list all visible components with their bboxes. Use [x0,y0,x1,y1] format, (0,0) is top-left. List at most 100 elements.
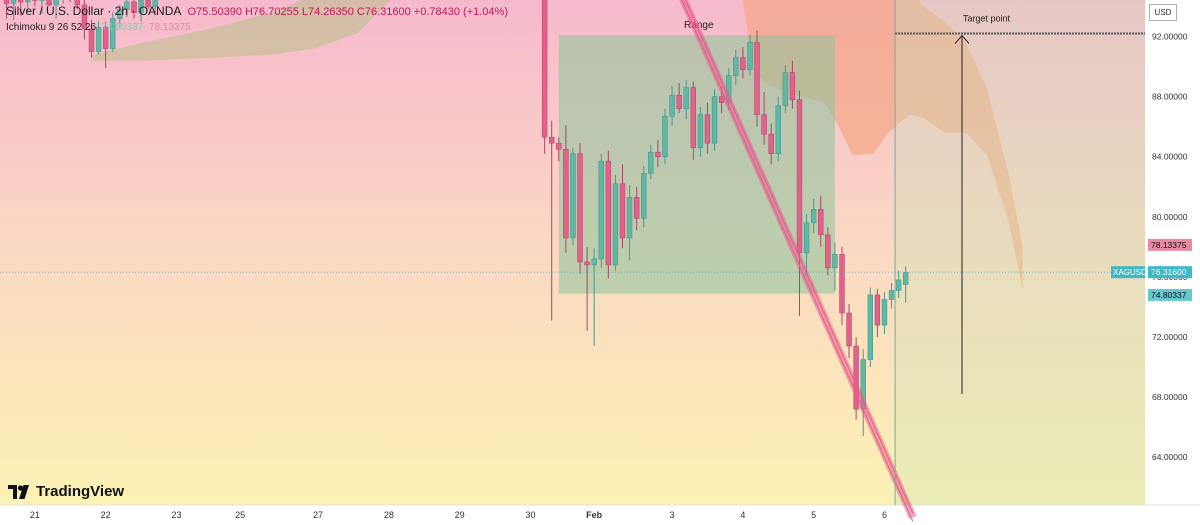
candle[interactable] [662,108,668,165]
symbol-title[interactable]: Silver / U.S. Dollar · 2h · OANDA [6,4,182,18]
time-tick-label: Feb [586,510,603,520]
candle-body [124,1,130,10]
candle[interactable] [563,125,569,253]
indicator-name[interactable]: Ichimoku 9 26 52 26 [6,22,97,33]
price-label-value: 74.80337 [1151,290,1187,300]
candle-body [704,114,711,144]
candle[interactable] [138,0,144,22]
candle[interactable] [612,174,619,271]
time-tick-label: 29 [455,510,465,520]
candle[interactable] [124,0,130,17]
candle[interactable] [570,147,576,246]
candle[interactable] [88,19,95,58]
candle[interactable] [775,96,781,162]
candle[interactable] [39,0,45,14]
price-label-box[interactable] [1148,266,1192,279]
candle[interactable] [874,288,881,338]
candle[interactable] [626,185,633,261]
candle[interactable] [131,0,137,19]
candle[interactable] [839,246,845,326]
candle[interactable] [655,140,661,168]
candle[interactable] [782,65,789,114]
candle[interactable] [619,164,626,249]
candle-body [591,258,597,266]
candle[interactable] [598,153,604,268]
range-box[interactable] [558,35,835,294]
candle-body [612,183,619,266]
candle[interactable] [867,287,874,368]
candle[interactable] [53,0,59,19]
candle[interactable] [740,47,746,79]
candle-body [803,222,810,254]
indicator-legend: Ichimoku 9 26 52 26 74.80337 78.13375 [6,22,191,33]
candle[interactable] [548,120,555,321]
candle-body [95,27,102,52]
candle[interactable] [761,92,767,145]
candle[interactable] [145,0,151,10]
candle[interactable] [818,195,824,247]
candle[interactable] [25,0,31,13]
candle[interactable] [641,165,647,228]
candle[interactable] [711,89,718,151]
candle[interactable] [832,242,838,291]
price-label-box[interactable] [1148,238,1192,251]
candle[interactable] [733,50,739,85]
candle[interactable] [74,0,81,10]
candle[interactable] [669,86,675,126]
candle[interactable] [704,102,711,154]
candle[interactable] [95,21,102,55]
candle[interactable] [17,0,24,16]
candle[interactable] [683,80,689,120]
candle[interactable] [61,0,66,4]
candle[interactable] [577,143,583,274]
currency-badge[interactable]: USD [1149,4,1177,21]
candle-body [88,28,95,52]
candle[interactable] [584,246,590,332]
candle[interactable] [10,0,17,20]
candle[interactable] [789,60,796,109]
candle[interactable] [895,270,902,298]
price-label-box[interactable] [1148,288,1192,301]
candle[interactable] [110,12,116,52]
candle[interactable] [81,0,88,40]
candle[interactable] [46,0,52,7]
tradingview-brand[interactable]: TradingView [8,483,124,500]
candle[interactable] [881,291,888,335]
candle[interactable] [3,0,10,19]
candle[interactable] [697,107,704,157]
candle[interactable] [768,123,774,165]
candle[interactable] [754,30,760,127]
candle[interactable] [152,0,158,14]
candle[interactable] [648,144,654,180]
candle[interactable] [690,81,697,160]
candle-body [46,0,52,6]
candle-body [117,9,123,19]
candle[interactable] [605,150,612,279]
candle[interactable] [846,303,852,359]
candle[interactable] [591,248,597,347]
candle[interactable] [825,227,831,276]
candle[interactable] [747,35,753,76]
time-tick-label: 27 [313,510,323,520]
candle[interactable] [810,198,817,234]
candle-body [598,160,604,260]
candle[interactable] [541,0,548,154]
candle[interactable] [888,282,895,309]
candle-body [754,42,760,115]
trendline-lower-edge [681,0,914,522]
candle[interactable] [676,83,682,114]
symbol-label-box [1111,266,1145,279]
candle[interactable] [556,137,562,162]
candle[interactable] [102,21,109,69]
candle[interactable] [902,266,909,303]
candle[interactable] [117,4,123,28]
descending-trendline-channel[interactable] [502,0,917,519]
candle[interactable] [32,0,38,7]
candle-body [25,0,31,3]
candle[interactable] [803,213,810,276]
candle[interactable] [633,186,640,231]
candle-body [697,114,704,149]
candle-body [789,72,796,100]
